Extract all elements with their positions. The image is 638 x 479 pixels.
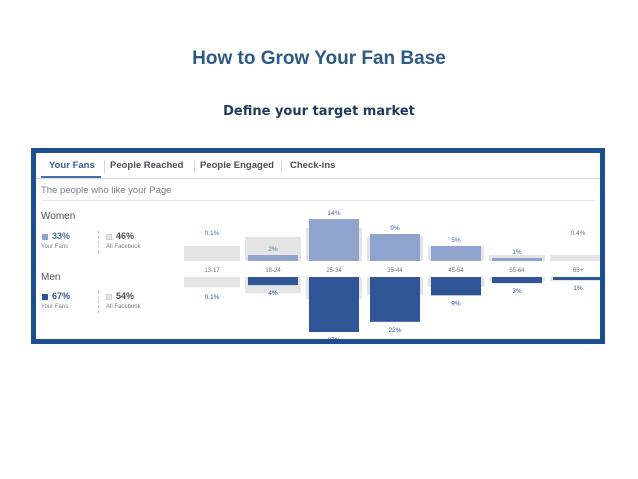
women-all-facebook-percent: 46% [116,231,135,241]
men-all-facebook-caption: All Facebook [106,304,141,310]
men-value-label: 0.1% [205,294,220,301]
women-value-label: 2% [268,246,278,253]
men-value-label: 4% [268,290,278,297]
women-value-label: 0.4% [571,230,586,237]
tab-people-engaged[interactable]: People Engaged [200,160,274,171]
men-value-label: 3% [512,288,522,295]
men-fans-percent: 67% [52,291,71,301]
men-value-label: 1% [573,285,583,292]
all-facebook-women-bar [550,255,600,261]
men-value-label: 9% [451,300,461,307]
tab-people-reached[interactable]: People Reached [110,160,184,171]
women-fans-bar [248,255,298,261]
men-all-facebook-percent: 54% [116,291,135,301]
slide-title: How to Grow Your Fan Base [192,48,446,69]
age-tick-label: 25-34 [326,268,342,274]
women-fans-swatch [42,234,48,240]
tab-bar: Your Fans People Reached People Engaged … [36,153,600,179]
all-facebook-men-bar [184,277,240,288]
active-tab-indicator [41,176,101,178]
women-all-facebook-swatch [106,234,112,240]
women-all-facebook-caption: All Facebook [106,244,141,250]
tab-separator [281,160,282,173]
legend-divider [98,231,99,253]
men-fans-bar [248,277,298,286]
women-fans-bar [431,246,481,261]
women-fans-bar [370,234,420,261]
tab-separator [104,160,105,173]
men-fans-bar [492,277,542,284]
women-value-label: 0.1% [205,230,220,237]
men-value-label: 22% [388,327,401,334]
men-fans-bar [431,277,481,296]
age-tick-label: 45-54 [448,268,464,274]
women-fans-caption: Your Fans [41,244,69,250]
women-value-label: 14% [327,210,340,217]
section-title: The people who like your Page [41,185,172,196]
men-fans-caption: Your Fans [41,304,69,310]
age-tick-label: 18-24 [265,268,281,274]
age-tick-label: 35-44 [387,268,403,274]
all-facebook-women-bar [184,246,240,261]
women-fans-bar [309,219,359,261]
men-label: Men [41,272,61,283]
women-fans-percent: 33% [52,231,71,241]
men-fans-bar [309,277,359,332]
women-label: Women [41,211,76,222]
age-tick-label: 65+ [573,268,584,274]
men-fans-bar [370,277,420,322]
insights-screenshot-frame: Your Fans People Reached People Engaged … [31,148,605,344]
men-all-facebook-swatch [106,294,112,300]
tab-separator [194,160,195,173]
age-gender-chart: 0.1% 0.1% 13-17 2% 4% 18-24 14% 27% 25-34 9% 22% 35… [171,210,600,339]
women-value-label: 9% [390,225,400,232]
tab-your-fans[interactable]: Your Fans [49,160,95,171]
men-fans-swatch [42,294,48,300]
legend-divider [98,291,99,313]
men-fans-bar [553,277,600,280]
axis-band [171,261,595,277]
age-tick-label: 13-17 [204,268,220,274]
age-tick-label: 55-64 [509,268,525,274]
women-value-label: 1% [512,249,522,256]
women-value-label: 5% [451,237,461,244]
section-divider [41,200,595,201]
insights-panel: Your Fans People Reached People Engaged … [36,153,600,339]
men-value-label: 27% [327,337,340,339]
tab-check-ins[interactable]: Check-ins [290,160,336,171]
slide-subtitle: Define your target market [223,104,415,119]
women-fans-bar [492,258,542,261]
